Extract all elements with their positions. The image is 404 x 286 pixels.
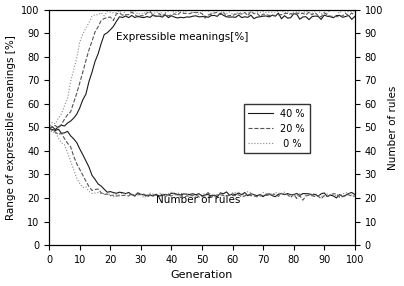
Text: Number of rules: Number of rules xyxy=(156,195,240,205)
Y-axis label: Number of rules: Number of rules xyxy=(388,85,398,170)
X-axis label: Generation: Generation xyxy=(171,271,233,281)
Text: Expressible meanings[%]: Expressible meanings[%] xyxy=(116,32,249,42)
Legend: 40 %, 20 %,  0 %: 40 %, 20 %, 0 % xyxy=(244,104,310,153)
Y-axis label: Range of expressible meanings [%]: Range of expressible meanings [%] xyxy=(6,35,16,220)
